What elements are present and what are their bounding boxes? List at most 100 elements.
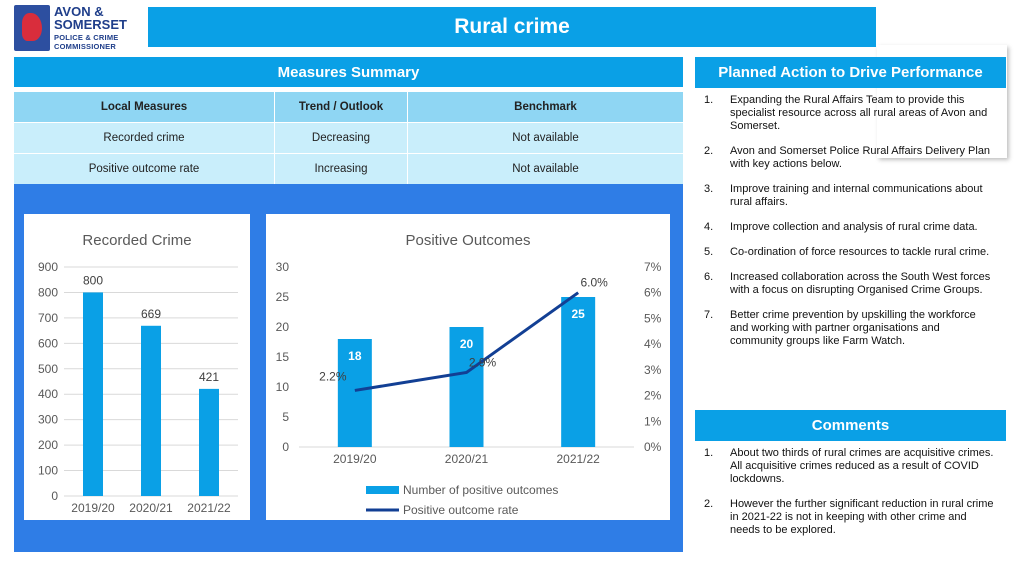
column-header: Trend / Outlook bbox=[275, 92, 408, 122]
y-tick-label: 10 bbox=[276, 380, 290, 394]
logo-line-3: POLICE & CRIME bbox=[54, 33, 119, 42]
list-item-text: About two thirds of rural crimes are acq… bbox=[730, 447, 994, 485]
x-tick-label: 2021/22 bbox=[187, 501, 231, 515]
data-label: 669 bbox=[141, 307, 161, 321]
list-item-text: Expanding the Rural Affairs Team to prov… bbox=[730, 94, 988, 132]
y-tick-label: 900 bbox=[38, 260, 58, 274]
chart-title: Positive Outcomes bbox=[405, 232, 530, 249]
y-tick-label: 0 bbox=[282, 440, 289, 454]
y2-tick-label: 7% bbox=[644, 260, 662, 274]
bar bbox=[83, 292, 103, 496]
table-cell: Decreasing bbox=[275, 123, 408, 153]
bar bbox=[199, 388, 219, 496]
data-label: 800 bbox=[83, 273, 103, 287]
table-cell: Not available bbox=[512, 163, 579, 175]
list-item-text: However the further significant reductio… bbox=[730, 498, 994, 536]
list-item-text: Better crime prevention by upskilling th… bbox=[730, 309, 976, 347]
y-tick-label: 20 bbox=[276, 320, 290, 334]
bar bbox=[561, 297, 596, 447]
x-tick-label: 2021/22 bbox=[556, 452, 600, 466]
planned-action-heading: Planned Action to Drive Performance bbox=[695, 57, 1006, 88]
y2-tick-label: 3% bbox=[644, 363, 662, 377]
list-item-number: 6. bbox=[704, 271, 714, 283]
y-tick-label: 700 bbox=[38, 311, 58, 325]
bar bbox=[141, 325, 161, 496]
x-tick-label: 2020/21 bbox=[129, 501, 173, 515]
y-tick-label: 300 bbox=[38, 413, 58, 427]
chart-title: Recorded Crime bbox=[82, 232, 191, 249]
table-cell: Recorded crime bbox=[14, 123, 275, 153]
list-item-number: 7. bbox=[704, 309, 714, 321]
logo-line-4: COMMISSIONER bbox=[54, 42, 116, 51]
list-item: 1. Expanding the Rural Affairs Team to pr… bbox=[704, 94, 994, 133]
list-item: 6. Increased collaboration across the Sou… bbox=[704, 271, 994, 297]
y2-tick-label: 1% bbox=[644, 414, 662, 428]
list-item: 5. Co-ordination of force resources to ta… bbox=[704, 246, 994, 259]
column-header: Local Measures bbox=[14, 92, 275, 122]
x-tick-label: 2020/21 bbox=[445, 452, 489, 466]
measures-table: Local Measures Trend / Outlook Benchmark… bbox=[14, 92, 683, 185]
data-label: 18 bbox=[348, 349, 362, 363]
comments-heading: Comments bbox=[695, 410, 1006, 441]
y-tick-label: 30 bbox=[276, 260, 290, 274]
list-item: 2. However the further significant reduct… bbox=[704, 498, 994, 537]
measures-header-row: Local Measures Trend / Outlook Benchmark bbox=[14, 92, 683, 123]
series-line bbox=[354, 291, 580, 392]
logo-emblem-icon bbox=[14, 5, 50, 51]
y-tick-label: 5 bbox=[282, 410, 289, 424]
list-item-number: 1. bbox=[704, 94, 714, 106]
y-tick-label: 15 bbox=[276, 350, 290, 364]
recorded-crime-chart: Recorded Crime 0 100 200 300 400 500 600 700 800 9… bbox=[38, 232, 238, 515]
positive-outcomes-chart-card: Positive Outcomes 0 5 10 15 20 25 30 0% 1% 2% 3% 4% 5… bbox=[266, 214, 670, 520]
table-cell: Increasing bbox=[275, 154, 408, 184]
y-tick-label: 25 bbox=[276, 290, 290, 304]
list-item-number: 4. bbox=[704, 221, 714, 233]
data-label: 25 bbox=[571, 307, 585, 321]
y2-tick-label: 2% bbox=[644, 389, 662, 403]
legend-label: Number of positive outcomes bbox=[403, 483, 558, 497]
table-cell: Not available bbox=[512, 132, 579, 144]
charts-panel: Recorded Crime 0 100 200 300 400 500 600 700 800 9… bbox=[14, 184, 683, 552]
data-label: 421 bbox=[199, 370, 219, 384]
list-item-number: 2. bbox=[704, 145, 714, 157]
y-tick-label: 0 bbox=[51, 489, 58, 503]
list-item: 7. Better crime prevention by upskilling … bbox=[704, 309, 994, 348]
table-row: Positive outcome rate Increasing Not ava… bbox=[14, 154, 683, 185]
data-label: 6.0% bbox=[580, 276, 608, 290]
measures-heading: Measures Summary bbox=[14, 57, 683, 87]
y-tick-label: 600 bbox=[38, 336, 58, 350]
comments-list: 1. About two thirds of rural crimes are a… bbox=[704, 447, 994, 549]
y2-tick-label: 5% bbox=[644, 311, 662, 325]
table-row: Recorded crime Decreasing Not available bbox=[14, 123, 683, 154]
list-item: 4. Improve collection and analysis of rur… bbox=[704, 221, 994, 234]
list-item: 3. Improve training and internal communic… bbox=[704, 183, 994, 209]
positive-outcomes-chart: Positive Outcomes 0 5 10 15 20 25 30 0% 1% 2% 3% 4% 5… bbox=[276, 232, 662, 517]
logo-line-1: AVON & bbox=[54, 4, 104, 19]
bar bbox=[337, 339, 372, 447]
y-tick-label: 400 bbox=[38, 387, 58, 401]
list-item-text: Avon and Somerset Police Rural Affairs D… bbox=[730, 145, 991, 170]
data-label: 20 bbox=[460, 337, 474, 351]
x-tick-label: 2019/20 bbox=[333, 452, 377, 466]
data-label: 2.9% bbox=[469, 355, 497, 369]
y-tick-label: 100 bbox=[38, 464, 58, 478]
legend-label: Positive outcome rate bbox=[403, 503, 519, 517]
list-item-number: 3. bbox=[704, 183, 714, 195]
list-item: 2. Avon and Somerset Police Rural Affairs… bbox=[704, 145, 994, 171]
table-cell: Positive outcome rate bbox=[14, 154, 275, 184]
list-item-number: 5. bbox=[704, 246, 714, 258]
y-tick-label: 200 bbox=[38, 438, 58, 452]
data-label: 2.2% bbox=[319, 369, 347, 383]
bar bbox=[449, 327, 484, 447]
page-title: Rural crime bbox=[148, 7, 876, 47]
legend-bar-swatch bbox=[366, 486, 399, 494]
list-item-text: Increased collaboration across the South… bbox=[730, 271, 991, 296]
y2-tick-label: 0% bbox=[644, 440, 662, 454]
list-item-text: Improve training and internal communicat… bbox=[730, 183, 983, 208]
y2-tick-label: 6% bbox=[644, 286, 662, 300]
logo-line-2: SOMERSET bbox=[54, 17, 127, 32]
column-header: Benchmark bbox=[514, 101, 577, 113]
pcc-logo: AVON & SOMERSET POLICE & CRIME COMMISSIO… bbox=[14, 5, 129, 53]
recorded-crime-chart-card: Recorded Crime 0 100 200 300 400 500 600 700 800 9… bbox=[24, 214, 250, 520]
y-tick-label: 500 bbox=[38, 362, 58, 376]
